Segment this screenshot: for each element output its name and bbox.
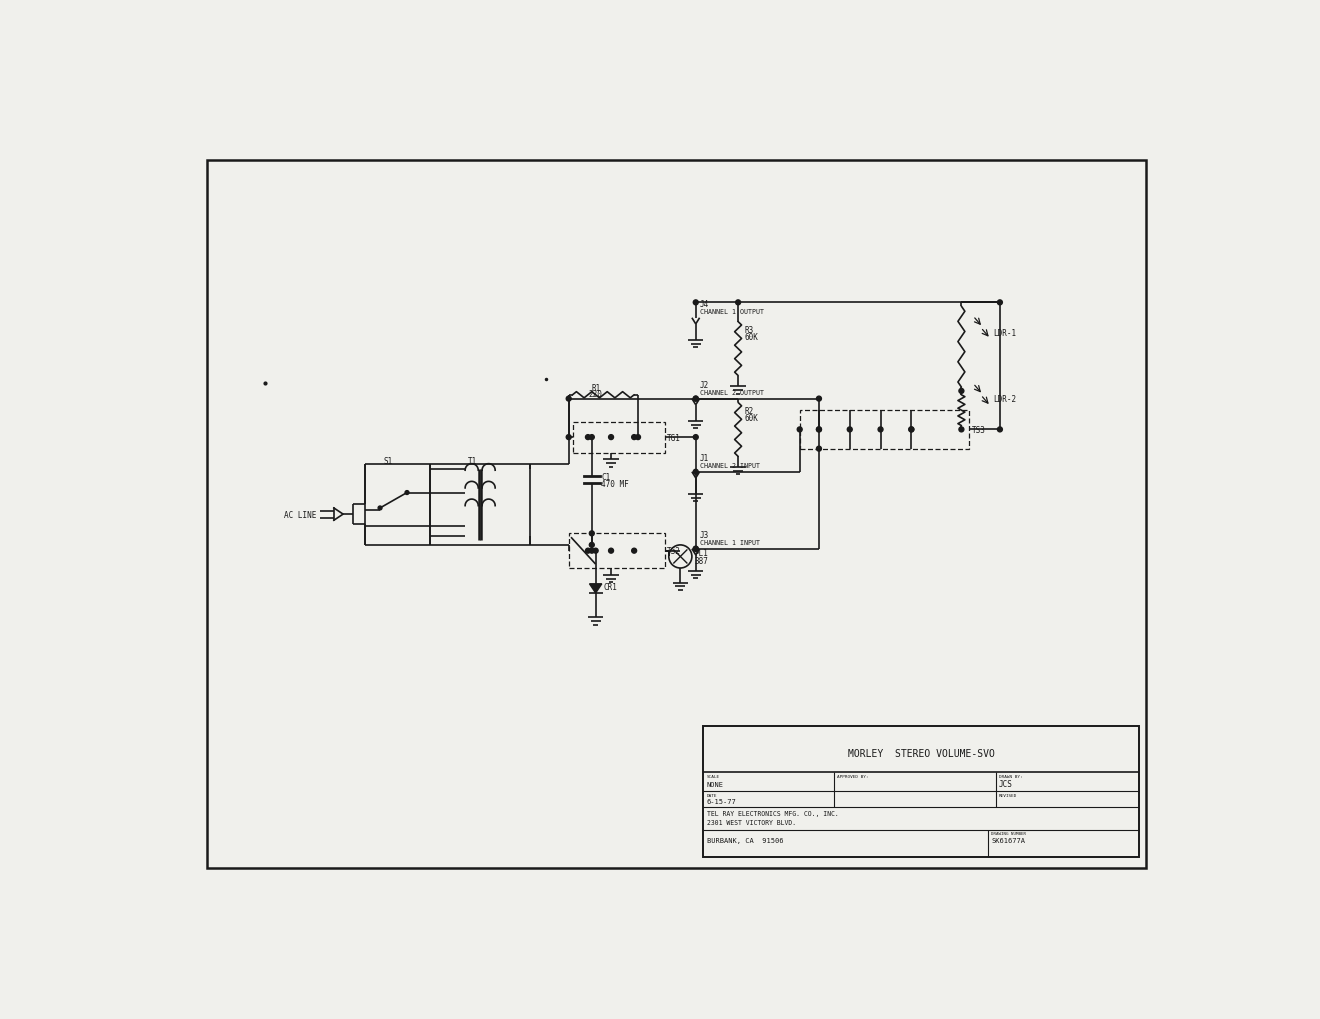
Circle shape [589,531,594,536]
Circle shape [817,446,821,451]
Text: TS2: TS2 [668,546,681,555]
Text: AC LINE: AC LINE [284,511,317,519]
Text: CHANNEL 2 OUTPUT: CHANNEL 2 OUTPUT [700,389,763,395]
Text: 220: 220 [589,389,603,398]
Text: J4: J4 [700,300,709,309]
Circle shape [693,470,698,475]
Text: R1: R1 [591,383,601,392]
Text: CHANNEL 1 OUTPUT: CHANNEL 1 OUTPUT [700,309,763,315]
Text: NONE: NONE [706,781,723,787]
Circle shape [693,547,698,551]
Circle shape [693,547,698,551]
Text: PL1: PL1 [694,548,708,557]
Circle shape [632,435,636,440]
Text: 2301 WEST VICTORY BLVD.: 2301 WEST VICTORY BLVD. [706,819,796,825]
Circle shape [405,491,409,495]
Text: TS3: TS3 [972,426,985,434]
Text: JCS: JCS [999,780,1012,789]
Text: REVISED: REVISED [999,793,1018,797]
Text: 6-15-77: 6-15-77 [706,799,737,805]
Circle shape [817,428,821,432]
Circle shape [909,428,913,432]
Text: 387: 387 [694,556,708,566]
Circle shape [586,548,590,553]
Circle shape [589,435,594,440]
Circle shape [958,428,964,432]
Circle shape [693,301,698,306]
Circle shape [693,396,698,401]
Text: SK61677A: SK61677A [991,837,1026,843]
Text: LDR-2: LDR-2 [994,394,1016,404]
Circle shape [693,435,698,440]
Circle shape [909,428,913,432]
Circle shape [847,428,853,432]
Text: C1: C1 [601,473,610,481]
Circle shape [635,435,640,440]
Text: J3: J3 [700,531,709,540]
Circle shape [589,543,594,548]
Circle shape [378,506,381,511]
Text: SCALE: SCALE [706,773,719,777]
Circle shape [593,548,598,553]
Text: LDR-1: LDR-1 [994,329,1016,338]
Text: CR1: CR1 [603,583,618,592]
Text: APPROVED BY:: APPROVED BY: [837,773,869,777]
Text: DATE: DATE [706,793,717,797]
Circle shape [998,301,1002,306]
Text: J2: J2 [700,381,709,390]
Text: MORLEY  STEREO VOLUME-SVO: MORLEY STEREO VOLUME-SVO [847,748,994,758]
Text: 60K: 60K [744,413,758,422]
Text: 60K: 60K [744,332,758,341]
Text: 470 MF: 470 MF [601,479,628,488]
Text: S1: S1 [383,457,392,466]
Circle shape [797,428,803,432]
Polygon shape [590,584,602,593]
Circle shape [589,548,594,553]
Circle shape [817,396,821,401]
Circle shape [735,301,741,306]
Text: R2: R2 [744,407,754,416]
Text: TEL RAY ELECTRONICS MFG. CO., INC.: TEL RAY ELECTRONICS MFG. CO., INC. [706,810,838,816]
Text: CHANNEL 2 INPUT: CHANNEL 2 INPUT [700,463,759,469]
Circle shape [566,435,572,440]
Circle shape [817,428,821,432]
Text: DRAWING NUMBER: DRAWING NUMBER [991,832,1027,836]
Text: BURBANK, CA  91506: BURBANK, CA 91506 [706,837,783,843]
Text: J1: J1 [700,453,709,463]
Circle shape [958,389,964,394]
Circle shape [632,548,636,553]
Circle shape [878,428,883,432]
Circle shape [586,435,590,440]
Circle shape [693,396,698,401]
Text: TG1: TG1 [668,433,681,442]
Circle shape [609,435,614,440]
Text: CHANNEL 1 INPUT: CHANNEL 1 INPUT [700,539,759,545]
Text: T1: T1 [467,457,477,466]
Circle shape [609,548,614,553]
Text: DRAWN BY:: DRAWN BY: [999,773,1023,777]
Text: R3: R3 [744,325,754,334]
Circle shape [998,428,1002,432]
Circle shape [566,396,572,401]
